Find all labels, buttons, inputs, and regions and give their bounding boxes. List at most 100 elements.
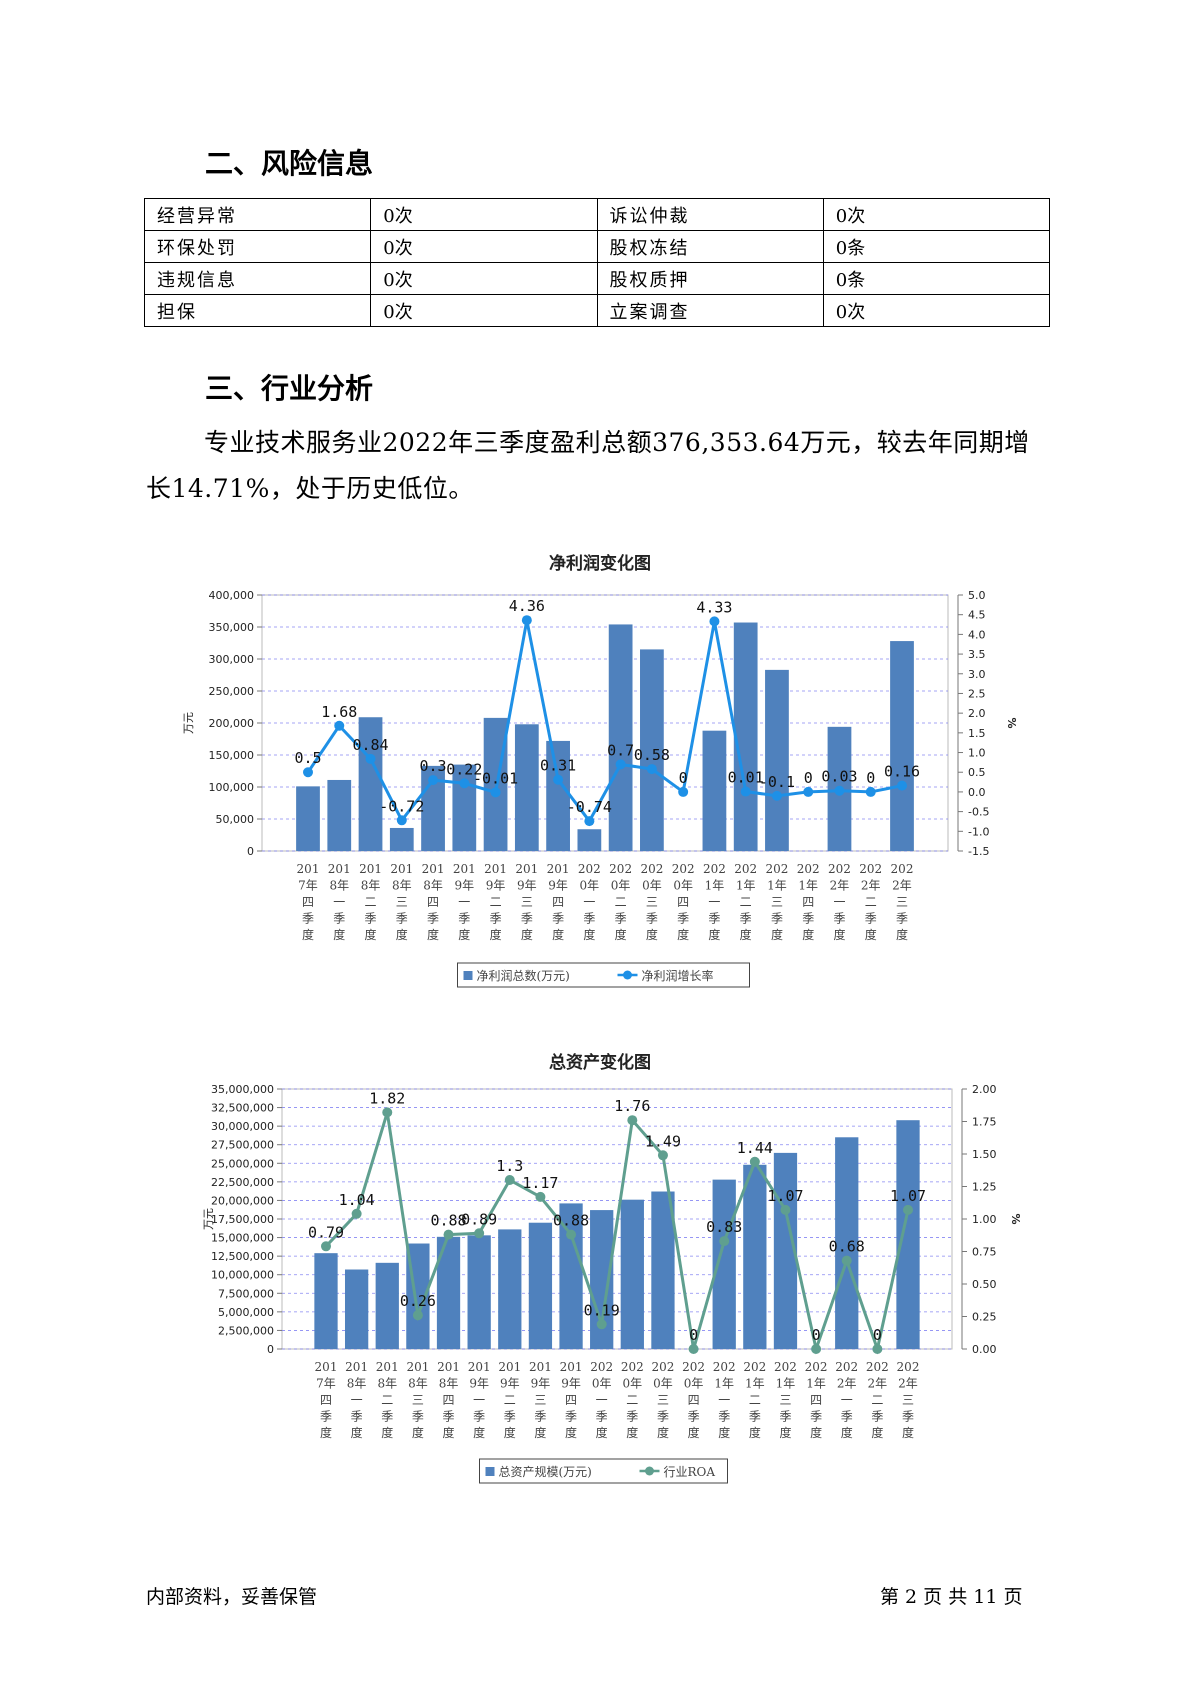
y-tick-label: 30,000,000 xyxy=(211,1120,274,1133)
x-tick-label: 202 2年二季度 xyxy=(866,1360,889,1440)
line-point xyxy=(351,1208,362,1219)
line-point xyxy=(749,1156,760,1167)
y2-tick-label: 0.5 xyxy=(968,766,986,779)
risk-item-value: 0条 xyxy=(822,262,1051,295)
legend-bar-label: 总资产规模(万元) xyxy=(499,1464,592,1479)
bar xyxy=(327,779,352,851)
line-point xyxy=(719,1236,730,1247)
bar xyxy=(528,1222,553,1349)
y2-tick-label: 1.75 xyxy=(972,1116,997,1129)
line-point xyxy=(584,816,595,827)
line-point xyxy=(811,1344,822,1354)
y-tick-label: 12,500,000 xyxy=(211,1250,274,1263)
line-point xyxy=(627,1115,638,1126)
line-point xyxy=(334,720,345,731)
point-data-label: 0.88 xyxy=(430,1212,466,1230)
x-tick-label: 202 0年四季度 xyxy=(682,1360,705,1440)
point-data-label: -0.72 xyxy=(379,797,424,815)
point-data-label: 0.19 xyxy=(584,1301,620,1319)
risk-table-row: 环保处罚 0次 股权冻结 0条 xyxy=(143,230,1051,263)
risk-item-label: 诉讼仲裁 xyxy=(596,198,824,231)
line-point xyxy=(903,1204,913,1215)
y-tick-label: 25,000,000 xyxy=(211,1157,274,1170)
x-tick-label: 202 2年三季度 xyxy=(897,1360,920,1440)
x-tick-label: 201 9年四季度 xyxy=(560,1360,583,1440)
bar xyxy=(498,1229,522,1349)
y2-tick-label: 2.00 xyxy=(972,1083,997,1096)
y-tick-label: 0 xyxy=(267,1343,274,1356)
x-tick-label: 201 9年四季度 xyxy=(547,862,570,942)
line-point xyxy=(443,1229,454,1240)
x-tick-label: 201 9年三季度 xyxy=(529,1360,552,1440)
bar xyxy=(765,669,789,851)
point-data-label: 0.22 xyxy=(446,760,482,778)
y-tick-label: 0 xyxy=(247,845,254,858)
line-point xyxy=(504,1175,515,1185)
x-tick-label: 202 1年一季度 xyxy=(713,1360,736,1440)
y2-axis-label: % xyxy=(1005,717,1018,728)
line-point xyxy=(474,1228,485,1239)
line-point xyxy=(303,767,313,778)
y-tick-label: 10,000,000 xyxy=(211,1269,274,1282)
y-tick-label: 350,000 xyxy=(209,621,255,634)
y2-tick-label: 4.5 xyxy=(968,609,986,622)
x-tick-label: 202 0年三季度 xyxy=(651,1360,674,1440)
line-point xyxy=(615,759,626,770)
risk-item-value: 0次 xyxy=(370,198,598,231)
line-point xyxy=(535,1191,546,1202)
line-point xyxy=(490,787,501,798)
line-point xyxy=(657,1150,668,1161)
y-tick-label: 35,000,000 xyxy=(211,1083,274,1096)
line-point xyxy=(834,785,845,796)
legend-box xyxy=(457,962,750,988)
y-tick-label: 32,500,000 xyxy=(211,1102,274,1115)
point-data-label: 1.44 xyxy=(737,1139,773,1157)
x-tick-label: 202 2年一季度 xyxy=(835,1360,858,1440)
risk-table-row: 经营异常 0次 诉讼仲裁 0次 xyxy=(143,198,1051,231)
y2-axis-label: % xyxy=(1009,1213,1022,1224)
x-tick-label: 201 8年二季度 xyxy=(376,1360,399,1440)
bar xyxy=(835,1137,859,1349)
x-tick-label: 201 9年三季度 xyxy=(515,862,538,942)
line-point xyxy=(396,815,407,826)
point-data-label: 0.3 xyxy=(420,757,447,775)
point-data-label: 1.68 xyxy=(321,703,357,721)
point-data-label: 0 xyxy=(873,1326,882,1344)
point-data-label: 0.16 xyxy=(884,763,920,781)
line-point xyxy=(841,1255,852,1266)
y-tick-label: 2,500,000 xyxy=(218,1324,274,1337)
point-data-label: 0.89 xyxy=(461,1210,497,1228)
point-data-label: 1.04 xyxy=(339,1191,375,1209)
legend-bar-swatch xyxy=(485,1467,495,1476)
x-tick-label: 202 1年二季度 xyxy=(734,862,757,942)
point-data-label: 0.58 xyxy=(634,746,670,764)
point-data-label: 0 xyxy=(689,1326,698,1344)
x-tick-label: 201 7年四季度 xyxy=(315,1360,338,1440)
point-data-label: 4.33 xyxy=(696,598,732,616)
y2-tick-label: 0.0 xyxy=(968,786,986,799)
bar xyxy=(733,622,758,851)
x-tick-label: 202 2年二季度 xyxy=(859,862,882,942)
point-data-label: 0.84 xyxy=(352,736,388,754)
y-tick-label: 27,500,000 xyxy=(211,1139,274,1152)
bar xyxy=(896,1120,920,1349)
point-data-label: 1.3 xyxy=(496,1157,523,1175)
x-tick-label: 202 1年三季度 xyxy=(774,1360,797,1440)
x-tick-label: 202 0年一季度 xyxy=(578,862,601,942)
line-point xyxy=(688,1344,699,1354)
point-data-label: 1.07 xyxy=(890,1187,926,1205)
point-data-label: 0 xyxy=(679,769,688,787)
y2-tick-label: 1.50 xyxy=(972,1148,997,1161)
x-tick-label: 202 1年二季度 xyxy=(743,1360,766,1440)
y2-tick-label: 0.50 xyxy=(972,1278,997,1291)
point-data-label: 1.82 xyxy=(369,1089,405,1107)
risk-item-value: 0次 xyxy=(370,294,598,327)
line-point xyxy=(553,774,564,785)
x-tick-label: 202 0年三季度 xyxy=(640,862,663,942)
x-tick-label: 201 8年一季度 xyxy=(345,1360,368,1440)
y2-tick-label: -1.0 xyxy=(968,825,989,838)
y-tick-label: 300,000 xyxy=(209,653,255,666)
point-data-label: 4.36 xyxy=(509,597,545,615)
bar xyxy=(640,649,664,851)
point-data-label: 0 xyxy=(866,769,875,787)
